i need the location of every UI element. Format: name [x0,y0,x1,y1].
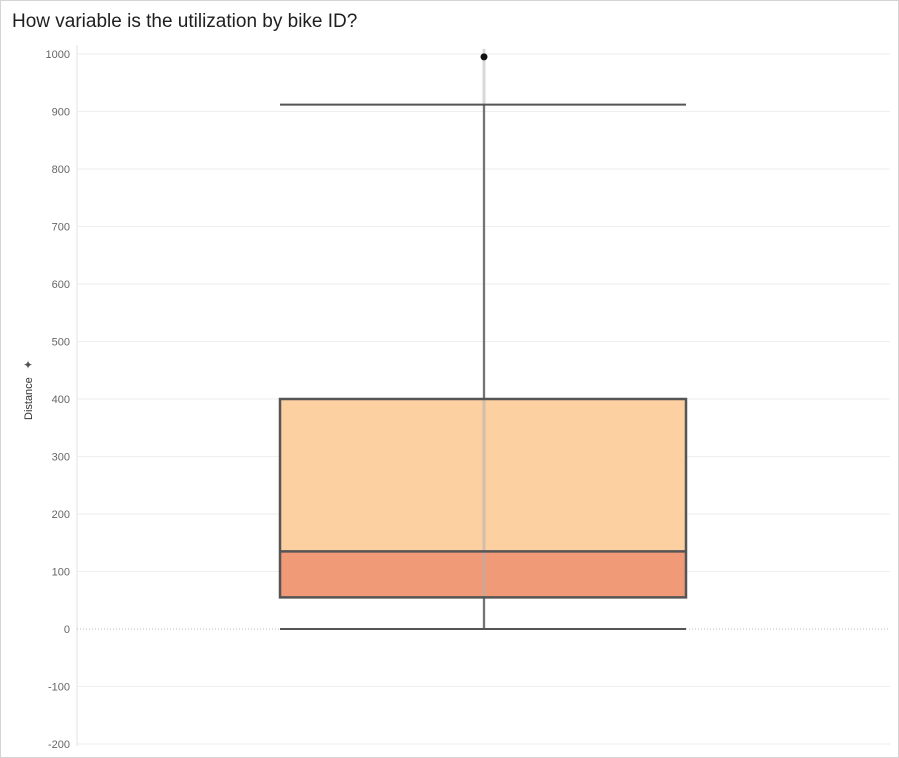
y-tick-label: 400 [52,394,70,406]
y-tick-label: 100 [52,567,70,579]
y-tick-label: 900 [52,107,70,119]
y-tick-label: 1000 [46,49,70,61]
y-tick-label: -200 [48,739,70,751]
y-tick-label: 200 [52,509,70,521]
y-axis-title: Distance ✦ [21,358,35,420]
chart-title: How variable is the utilization by bike … [12,11,358,32]
y-tick-label: 600 [52,279,70,291]
y-tick-label: 0 [64,624,70,636]
y-axis-label: Distance [23,377,35,420]
outlier-point [480,53,488,61]
y-tick-label: 700 [52,222,70,234]
box-outline [278,397,688,599]
y-tick-label: -100 [48,682,70,694]
pin-icon[interactable]: ✦ [22,358,34,373]
y-tick-label: 800 [52,164,70,176]
y-tick-label: 300 [52,452,70,464]
y-tick-label: 500 [52,337,70,349]
